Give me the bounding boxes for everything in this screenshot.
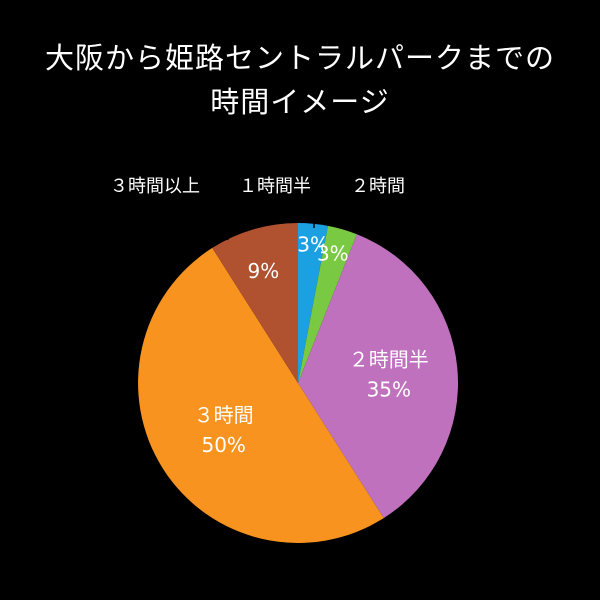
pie-slice-2	[298, 225, 357, 383]
slice-category-label-5: ３時間以上	[110, 176, 200, 197]
pie-slice-5	[212, 223, 298, 383]
slice-category-label-1: １時間半	[239, 176, 311, 197]
leader-line-5	[211, 201, 229, 241]
pie-slice-3	[298, 234, 459, 519]
chart-title-line-2: 時間イメージ	[210, 85, 390, 119]
slice-value-label-3: 35%	[367, 377, 411, 401]
leader-line-2	[346, 199, 357, 229]
pie-slice-1	[298, 223, 328, 383]
chart-title: 大阪から姫路セントラルパークまでの 時間イメージ	[0, 36, 600, 124]
slice-value-label-5: 9%	[248, 259, 280, 283]
slice-category-label-4: ３時間	[194, 403, 254, 427]
slice-value-label-4: 50%	[201, 433, 245, 457]
slice-value-label-2: 3%	[317, 241, 349, 265]
chart-title-line-1: 大阪から姫路セントラルパークまでの	[44, 41, 555, 75]
slice-category-label-2: ２時間	[351, 176, 405, 197]
slice-category-label-3: ２時間半	[349, 347, 429, 371]
pie-slice-4	[138, 247, 384, 543]
